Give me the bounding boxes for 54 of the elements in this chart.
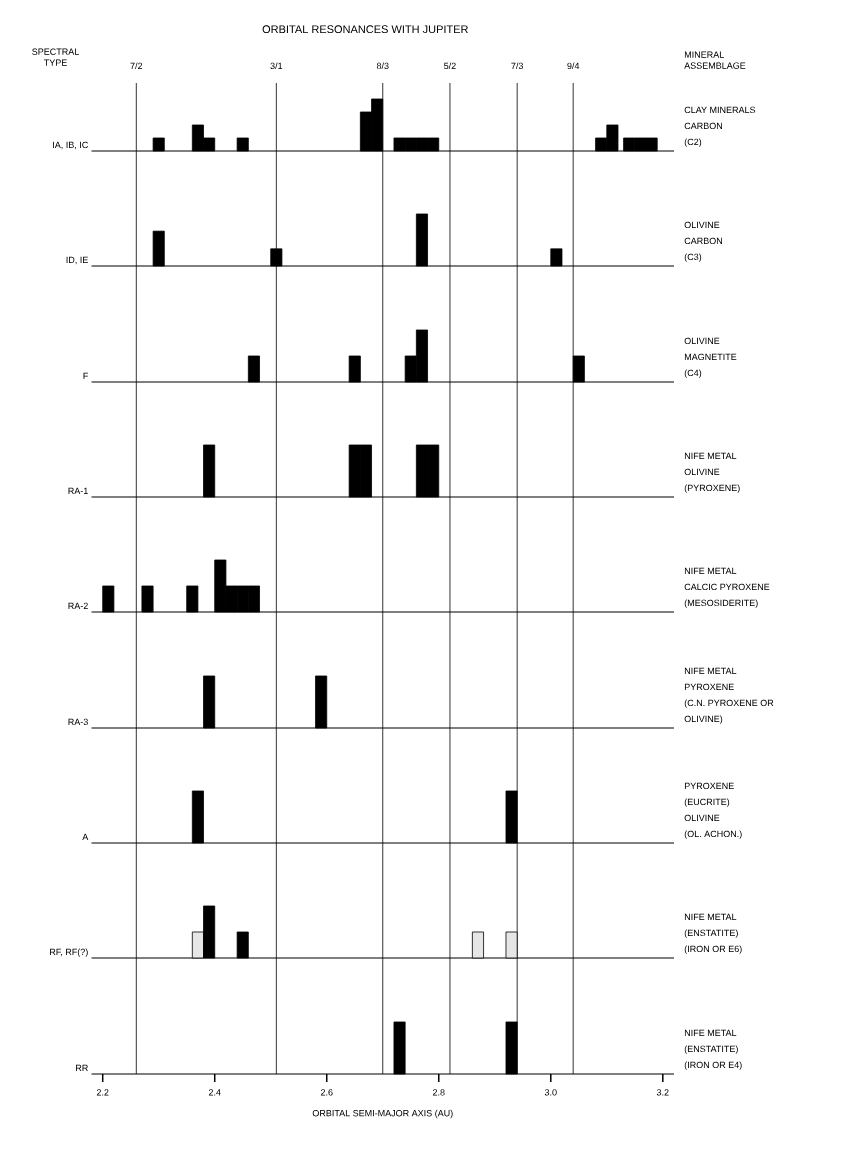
text: (ENSTATITE) (684, 929, 738, 938)
text: 9/4 (567, 62, 580, 70)
text: PYROXENE (684, 782, 734, 790)
y-axis-title: RR (76, 1064, 88, 1071)
text: 5/2 (444, 62, 456, 70)
text: OLIVINE (684, 814, 720, 822)
text: (IRON OR E4) (684, 1061, 742, 1070)
text: 7/2 (130, 62, 143, 70)
y-axis-title: RA-1 (68, 487, 88, 494)
text: SPECTRAL TYPE (32, 48, 79, 66)
text: (IRON OR E6) (684, 945, 742, 954)
text: (ENSTATITE) (684, 1045, 738, 1054)
y-axis-title: RA-2 (68, 602, 88, 609)
x-tick-label: 2.4 (208, 1089, 221, 1096)
x-axis-title: ORBITAL SEMI-MAJOR AXIS (AU) (312, 1109, 453, 1119)
text: CLAY MINERALS (684, 106, 756, 114)
x-tick-label: 3.0 (544, 1089, 557, 1096)
text: (C4) (684, 369, 702, 378)
text: 8/3 (376, 62, 389, 70)
text: (PYROXENE) (684, 484, 740, 493)
x-tick-label: 2.8 (432, 1089, 445, 1096)
text: CARBON (684, 122, 722, 130)
text: (OL. ACHON.) (684, 830, 742, 839)
y-axis-title: ID, IE (66, 256, 88, 265)
y-axis-title: RA-3 (68, 718, 88, 726)
x-tick-label: 2.2 (96, 1089, 109, 1096)
chart-title: ORBITAL RESONANCES WITH JUPITER (262, 25, 468, 34)
x-tick-label: 3.2 (656, 1089, 669, 1096)
text: OLIVINE (684, 468, 720, 476)
text: (C2) (684, 138, 702, 147)
text: (EUCRITE) (684, 798, 730, 807)
text: 7/3 (511, 62, 524, 70)
text: MAGNETITE (684, 353, 737, 361)
y-axis-title: A (82, 833, 89, 840)
y-axis-title: IA, IB, IC (53, 141, 88, 150)
x-tick-label: 2.6 (320, 1089, 333, 1096)
text: NIFE METAL (684, 667, 737, 674)
text: NIFE METAL (684, 1029, 737, 1036)
text: CARBON (684, 237, 722, 245)
text: (C.N. PYROXENE OR (684, 699, 774, 708)
text: MINERAL ASSEMBLAGE (684, 51, 746, 69)
text: NIFE METAL (684, 452, 737, 459)
text: 3/1 (270, 62, 283, 70)
text: OLIVINE) (684, 715, 723, 724)
text: PYROXENE (684, 683, 734, 691)
text: NIFE METAL (684, 913, 737, 920)
text: OLIVINE (684, 337, 720, 345)
text: NIFE METAL (684, 567, 737, 574)
y-axis-title: F (83, 372, 88, 379)
text: CALCIC PYROXENE (684, 583, 770, 591)
text: OLIVINE (684, 221, 720, 229)
text: (C3) (684, 253, 702, 262)
text: (MESOSIDERITE) (684, 599, 758, 608)
y-axis-title: RF, RF(?) (50, 948, 88, 957)
